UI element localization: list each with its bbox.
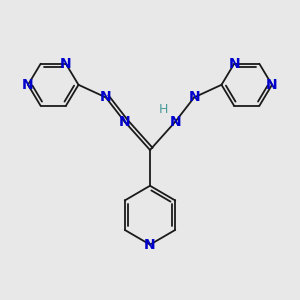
Text: N: N — [169, 115, 181, 129]
Text: N: N — [228, 57, 240, 71]
Text: N: N — [119, 115, 130, 129]
Text: N: N — [188, 90, 200, 104]
Text: N: N — [22, 78, 34, 92]
Text: N: N — [144, 238, 156, 252]
Text: N: N — [60, 57, 72, 71]
Text: N: N — [100, 90, 112, 104]
Text: H: H — [159, 103, 168, 116]
Text: N: N — [266, 78, 278, 92]
